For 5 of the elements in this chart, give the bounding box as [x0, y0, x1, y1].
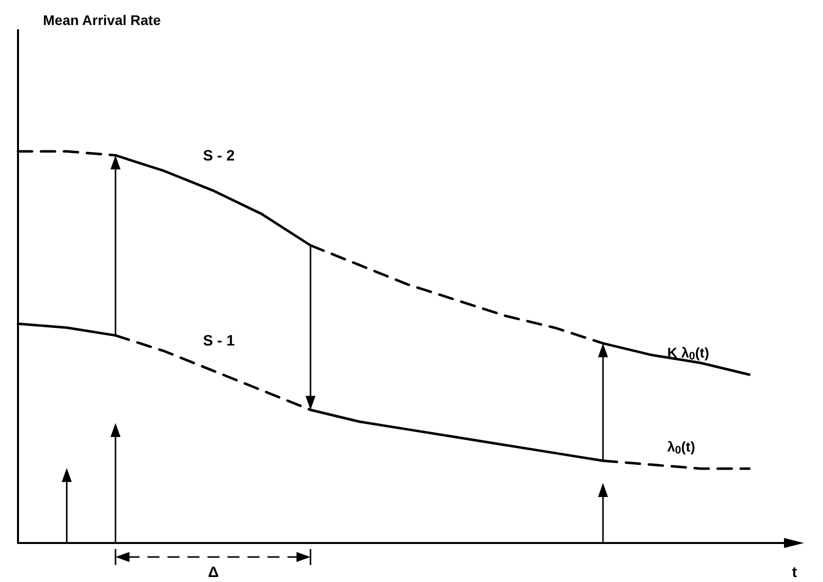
chart-title: Mean Arrival Rate	[43, 12, 161, 28]
annotation: S - 2	[203, 148, 235, 165]
annotation: S - 1	[203, 332, 235, 350]
text: Δ	[208, 564, 219, 581]
x-axis-title: t	[792, 564, 797, 581]
